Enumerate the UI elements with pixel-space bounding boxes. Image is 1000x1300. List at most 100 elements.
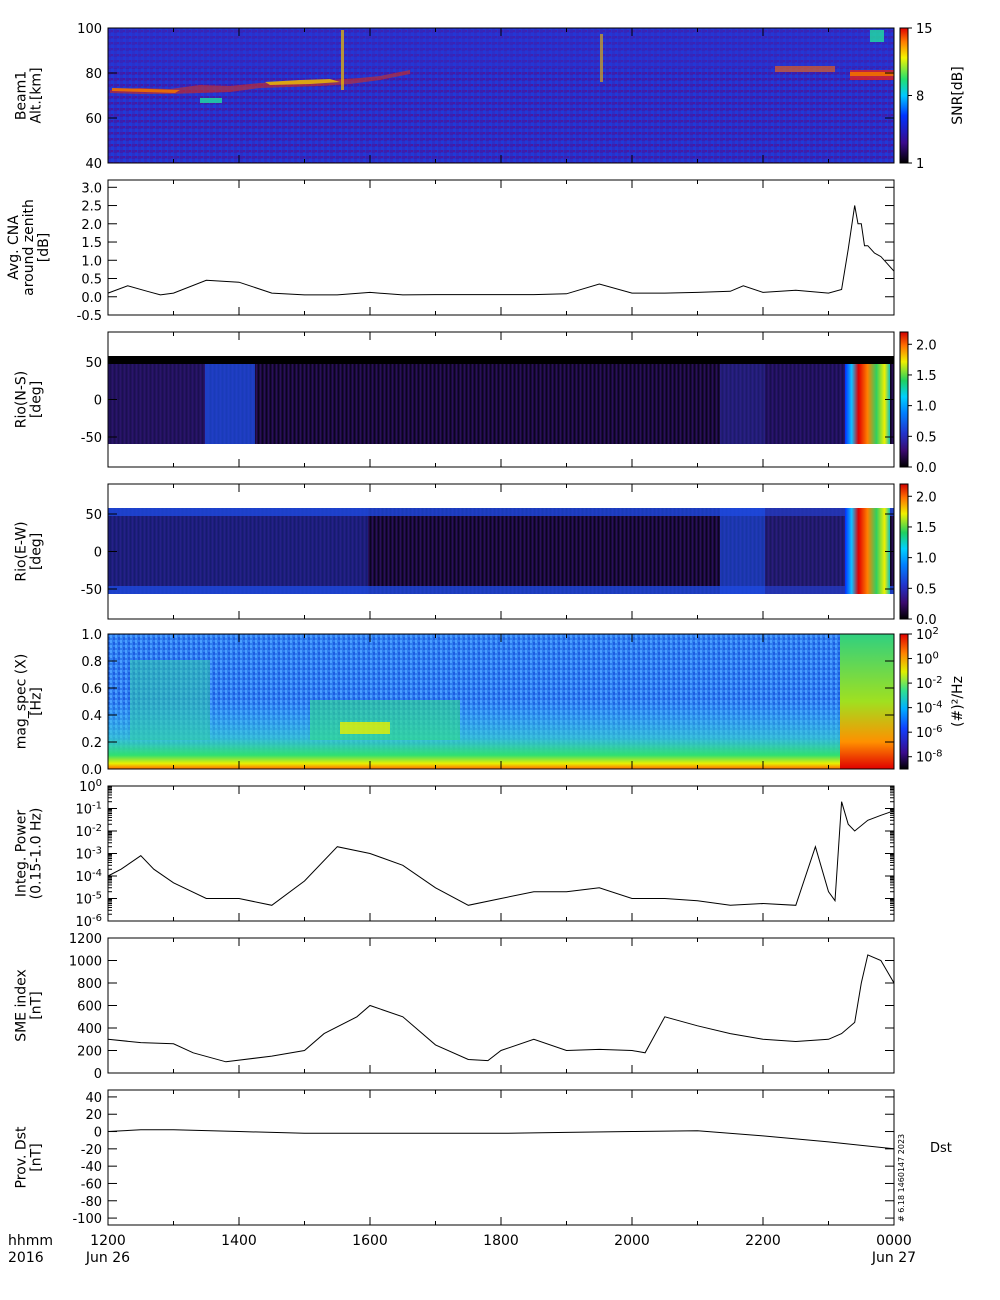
footer-row2-label: 2016 — [8, 1250, 44, 1266]
snr-patch-3 — [200, 98, 222, 103]
y-tick-label: 10-3 — [75, 846, 102, 863]
y-tick-label: 0 — [94, 394, 102, 409]
dst-series-line — [107, 1129, 895, 1150]
cna-series-line — [107, 205, 895, 296]
y-tick-label: 1.5 — [81, 236, 102, 251]
y-tick-label: 200 — [77, 1045, 102, 1060]
y-tick-label: 40 — [85, 157, 102, 172]
panel-sme — [107, 937, 895, 1074]
y-tick-label: 0 — [94, 1126, 102, 1141]
x-tick-label: 0000 — [876, 1233, 912, 1249]
y-axis-label: Rio(E-W) — [14, 521, 30, 581]
colorbar-tick-label: 0.5 — [916, 582, 937, 597]
panel-beam1 — [107, 27, 895, 164]
y-tick-label: 1000 — [69, 955, 102, 970]
footer-end-date: Jun 27 — [871, 1250, 916, 1266]
y-tick-label: 2.0 — [81, 218, 102, 233]
x-tick-label: 1200 — [90, 1233, 126, 1249]
x-tick-label: 2000 — [614, 1233, 650, 1249]
x-tick-label: 2200 — [745, 1233, 781, 1249]
y-tick-label: 100 — [79, 778, 102, 795]
y-tick-label: 40 — [85, 1091, 102, 1106]
panel-rio-ew — [107, 483, 895, 620]
footer-start-date: Jun 26 — [85, 1250, 130, 1266]
colorbar-tick-label: 1.0 — [916, 400, 937, 415]
colorbar-tick-label: 1.5 — [916, 521, 937, 536]
rio-ns-patch-2 — [205, 364, 255, 444]
rio-ns-patch-3 — [720, 364, 765, 444]
y-tick-label: 0.4 — [81, 709, 102, 724]
y-axis-label: mag_spec (X) — [14, 654, 30, 750]
colorbar-tick-label: 15 — [916, 22, 933, 37]
y-tick-label: -100 — [72, 1212, 102, 1227]
mag-spec-bottom — [108, 700, 894, 769]
snr-patch-4 — [775, 66, 835, 72]
rio-ns-patch-1 — [108, 364, 208, 444]
colorbar-tick-label: 0.5 — [916, 430, 937, 445]
colorbar-4 — [899, 483, 909, 620]
y-tick-label: 0.8 — [81, 655, 102, 670]
y-axis-label: Rio(N-S) — [14, 371, 30, 429]
panel-mag-spec — [107, 633, 895, 770]
colorbar-tick-label: 10-8 — [916, 749, 943, 766]
colorbar-5 — [899, 633, 909, 770]
rio-ns-patch-4 — [765, 364, 845, 444]
side-stamp: # 6.18 1460147 2023 — [897, 1134, 906, 1222]
snr-streak-1 — [341, 30, 344, 90]
panel-cna — [107, 179, 895, 316]
colorbar-tick-label: 2.0 — [916, 490, 937, 505]
panel-rio-ns — [107, 331, 895, 468]
y-tick-label: 0 — [94, 1067, 102, 1082]
rio-ns-event — [845, 364, 890, 444]
y-axis-label: Avg. CNA — [6, 215, 22, 280]
footer-row1-label: hhmm — [8, 1233, 53, 1249]
y-tick-label: 800 — [77, 977, 102, 992]
beam1-heatmap-bg — [108, 28, 894, 163]
snr-streak-2 — [600, 34, 603, 82]
snr-layer-1-core — [112, 88, 180, 93]
y-tick-label: 80 — [85, 67, 102, 82]
colorbar-label: SNR[dB] — [950, 66, 966, 125]
panel-dst — [107, 1089, 895, 1226]
panel-integ-power — [107, 785, 895, 922]
y-axis-label: around zenith — [21, 199, 37, 296]
y-tick-label: 0 — [94, 546, 102, 561]
y-axis-label: [dB] — [36, 233, 52, 262]
y-axis-label: Alt.[km] — [29, 67, 45, 123]
colorbar-label: (#)²/Hz — [950, 676, 966, 727]
colorbar-tick-label: 8 — [916, 90, 924, 105]
axes-layer: 100 80 60 40 Beam1 Alt.[km] 3.0 2.5 2.0 1.5 1.0 0.5… — [6, 22, 895, 1227]
y-tick-label: 60 — [85, 112, 102, 127]
y-axis-label: [Hz] — [29, 687, 45, 716]
rio-ew-patch-1 — [108, 508, 368, 594]
y-axis-label: [deg] — [29, 381, 45, 418]
y-tick-label: 10-1 — [75, 801, 102, 818]
y-tick-label: -40 — [81, 1160, 102, 1175]
y-tick-label: 50 — [85, 508, 102, 523]
y-tick-label: 400 — [77, 1022, 102, 1037]
colorbar-tick-label: 102 — [916, 626, 939, 643]
y-axis-label: (0.15-1.0 Hz) — [29, 808, 45, 900]
snr-patch-6 — [850, 72, 894, 76]
y-axis-label: Integ. Power — [14, 810, 30, 897]
colorbar-tick-label: 0.0 — [916, 461, 937, 476]
sme-series-line — [107, 954, 895, 1063]
colorbar-tick-label: 10-6 — [916, 724, 943, 741]
y-tick-label: -20 — [81, 1143, 102, 1158]
y-tick-label: 0.6 — [81, 682, 102, 697]
integ-power-series-line — [107, 801, 895, 906]
mag-spec-patch-3 — [340, 722, 390, 734]
colorbar-tick-label: 10-4 — [916, 700, 943, 717]
y-axis-label: SME index — [14, 969, 30, 1042]
y-tick-label: 10-2 — [75, 823, 102, 840]
dst-frame — [107, 1089, 895, 1226]
x-tick-label: 1400 — [221, 1233, 257, 1249]
y-tick-label: -60 — [81, 1177, 102, 1192]
y-tick-label: 10-4 — [75, 868, 102, 885]
rio-ew-patch-2 — [108, 508, 894, 516]
colorbar-tick-label: 100 — [916, 651, 939, 668]
colorbar-tick-label: 0.0 — [916, 613, 937, 628]
y-tick-label: -80 — [81, 1195, 102, 1210]
